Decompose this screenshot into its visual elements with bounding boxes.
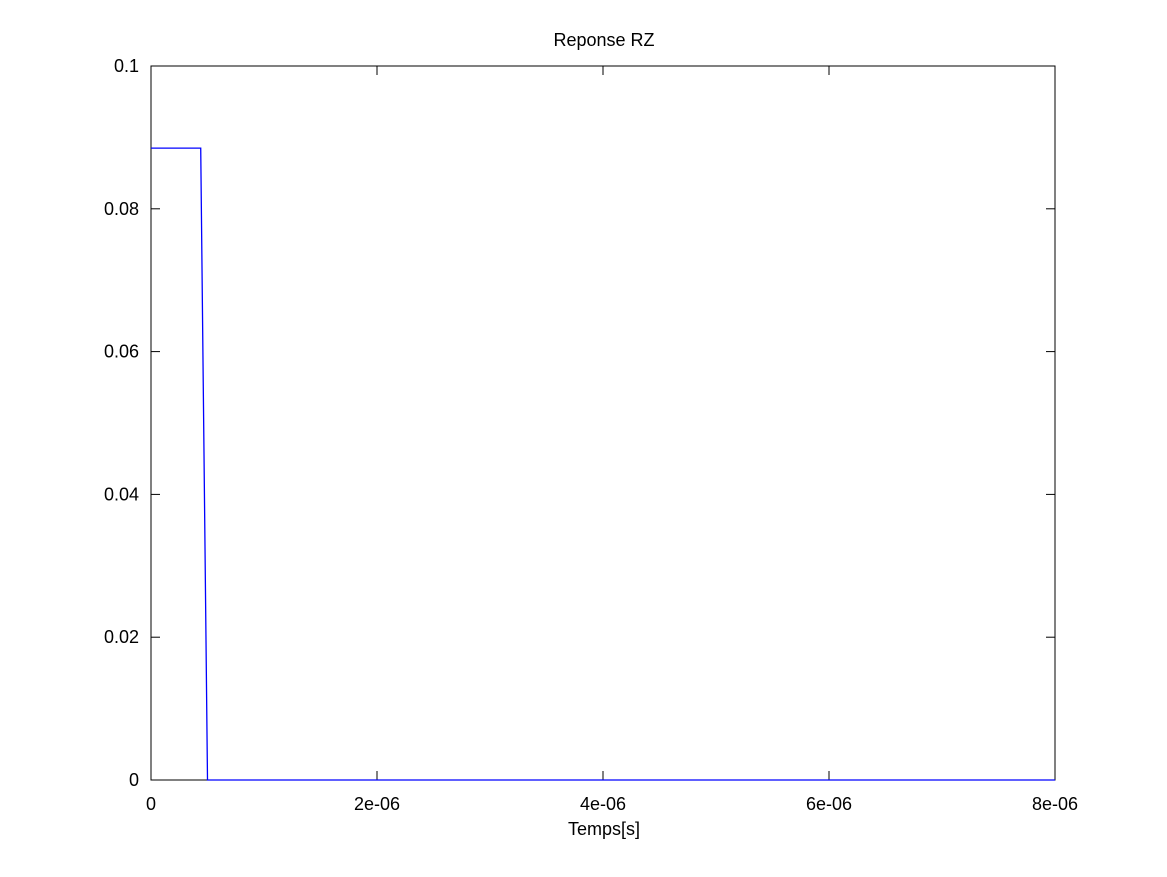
chart-title: Reponse RZ [553, 30, 654, 50]
x-tick-label: 0 [146, 794, 156, 814]
y-tick-label: 0.06 [104, 342, 139, 362]
series-line [151, 147, 1055, 781]
x-tick-label: 2e-06 [354, 794, 400, 814]
plot-area: 0 2e-06 4e-06 6e-06 8e-06 0 0.02 0.04 0.06 0.08 0.… [104, 56, 1078, 814]
x-tick-label: 6e-06 [806, 794, 852, 814]
x-tick-label: 4e-06 [580, 794, 626, 814]
y-tick-label: 0 [129, 770, 139, 790]
y-tick-label: 0.04 [104, 484, 139, 504]
y-tick-label: 0.08 [104, 199, 139, 219]
plot-frame [150, 65, 1056, 781]
y-tick-label: 0.02 [104, 627, 139, 647]
x-tick-label: 8e-06 [1032, 794, 1078, 814]
y-tick-label: 0.1 [114, 56, 139, 76]
x-axis-label: Temps[s] [568, 819, 640, 839]
